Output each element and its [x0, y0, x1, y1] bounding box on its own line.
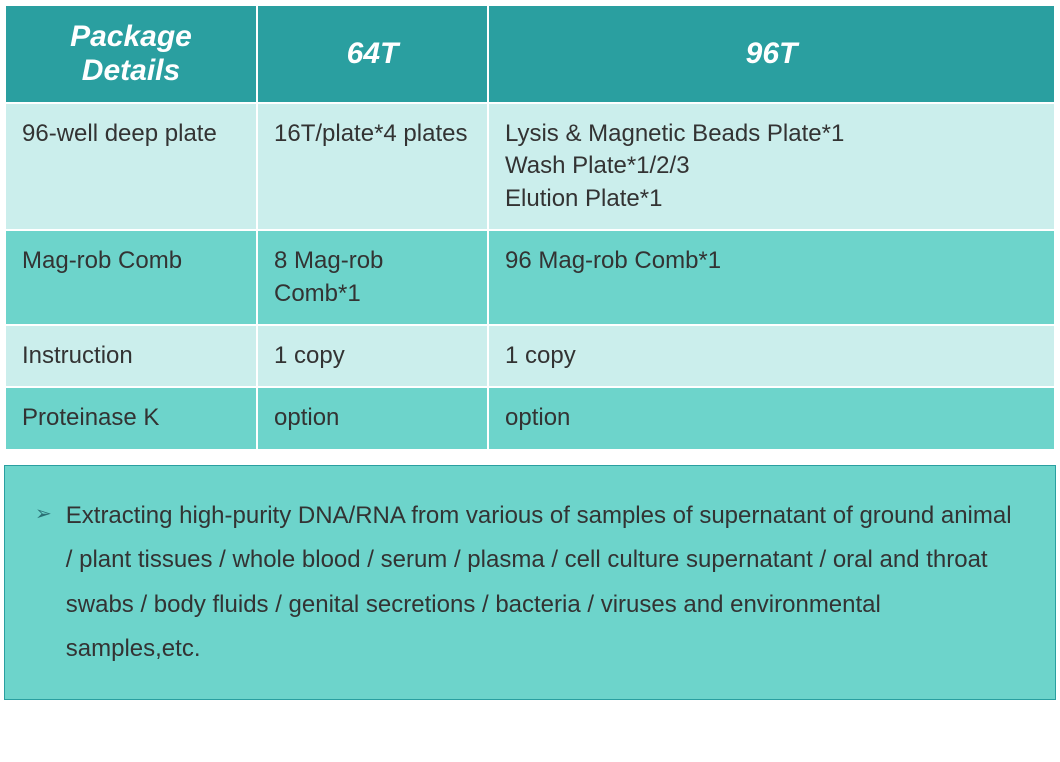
table-row: 96-well deep plate 16T/plate*4 plates Ly… [5, 103, 1055, 230]
cell-96t: 96 Mag-rob Comb*1 [488, 230, 1055, 325]
cell-96t: Lysis & Magnetic Beads Plate*1 Wash Plat… [488, 103, 1055, 230]
cell-label: 96-well deep plate [5, 103, 257, 230]
cell-label: Instruction [5, 325, 257, 387]
table-header-64t: 64T [257, 5, 488, 103]
table-header-96t: 96T [488, 5, 1055, 103]
cell-64t: option [257, 387, 488, 449]
table-row: Proteinase K option option [5, 387, 1055, 449]
cell-96t: option [488, 387, 1055, 449]
cell-label: Proteinase K [5, 387, 257, 449]
table-header-package-details: Package Details [5, 5, 257, 103]
package-details-table: Package Details 64T 96T 96-well deep pla… [4, 4, 1056, 451]
bullet-icon: ➢ [35, 496, 52, 533]
description-box: ➢ Extracting high-purity DNA/RNA from va… [4, 465, 1056, 701]
cell-64t: 1 copy [257, 325, 488, 387]
cell-96t: 1 copy [488, 325, 1055, 387]
table-row: Instruction 1 copy 1 copy [5, 325, 1055, 387]
cell-label: Mag-rob Comb [5, 230, 257, 325]
cell-64t: 8 Mag-rob Comb*1 [257, 230, 488, 325]
description-text: Extracting high-purity DNA/RNA from vari… [66, 494, 1021, 672]
cell-64t: 16T/plate*4 plates [257, 103, 488, 230]
table-row: Mag-rob Comb 8 Mag-rob Comb*1 96 Mag-rob… [5, 230, 1055, 325]
